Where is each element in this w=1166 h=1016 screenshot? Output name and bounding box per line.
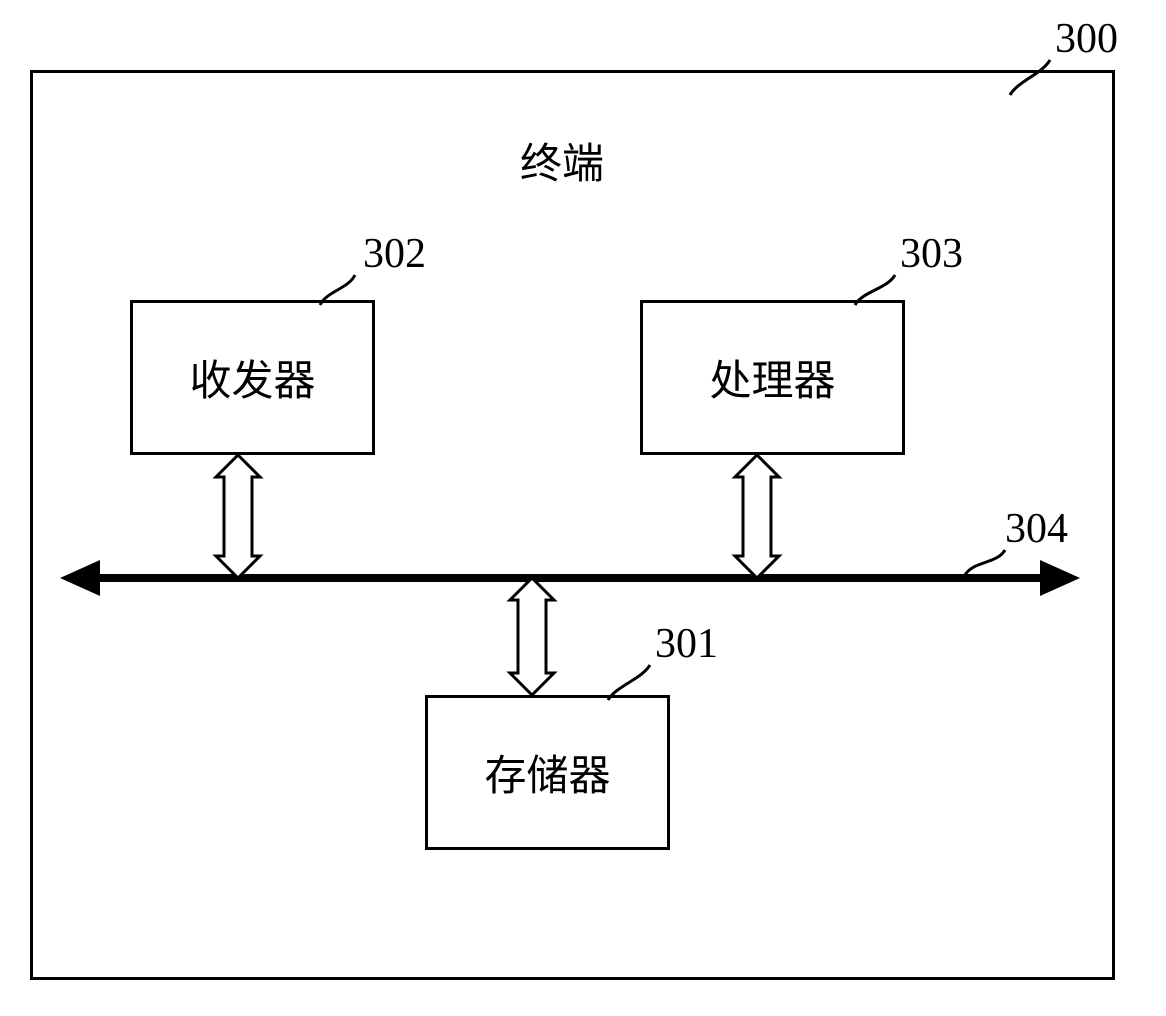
diagram-canvas: 终端 300 收发器 302 处理器 303 存储器 301 304 xyxy=(0,0,1166,1016)
terminal-ref-label: 300 xyxy=(1055,15,1118,63)
processor-block: 处理器 xyxy=(640,300,905,455)
bus-ref-label: 304 xyxy=(1005,505,1068,553)
processor-text: 处理器 xyxy=(709,347,835,408)
transceiver-ref-label: 302 xyxy=(363,230,426,278)
memory-text: 存储器 xyxy=(484,742,610,803)
memory-ref-label: 301 xyxy=(655,620,718,668)
terminal-title: 终端 xyxy=(520,130,604,191)
processor-ref-label: 303 xyxy=(900,230,963,278)
transceiver-text: 收发器 xyxy=(189,347,315,408)
transceiver-block: 收发器 xyxy=(130,300,375,455)
memory-block: 存储器 xyxy=(425,695,670,850)
